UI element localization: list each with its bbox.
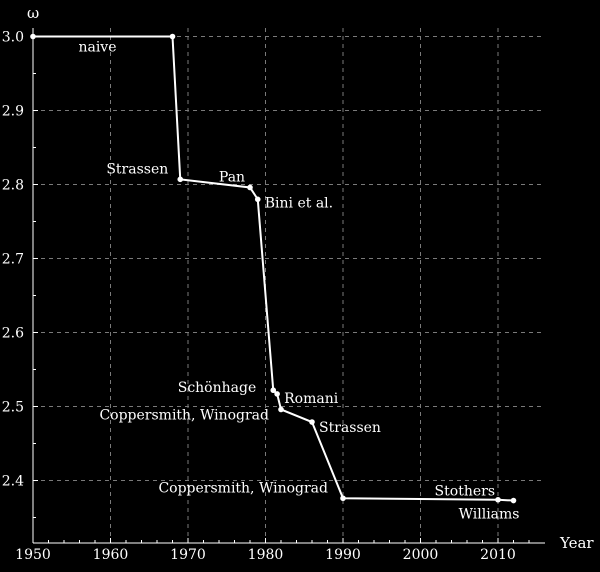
data-point	[278, 406, 284, 413]
data-label: Schönhage	[178, 380, 257, 396]
series-layer	[30, 33, 517, 504]
y-axis-title: ω	[27, 4, 39, 22]
data-point	[274, 391, 280, 397]
data-point	[309, 419, 315, 425]
data-label: Strassen	[319, 420, 381, 436]
data-label: Coppersmith, Winograd	[158, 480, 328, 496]
data-label: Pan	[219, 169, 245, 185]
data-point	[30, 33, 36, 40]
data-point	[169, 33, 176, 40]
data-point	[177, 176, 184, 183]
grid-layer	[33, 28, 545, 543]
data-label: Coppersmith, Winograd	[99, 407, 269, 423]
data-point	[340, 495, 346, 502]
data-label: Romani	[284, 391, 339, 407]
data-point	[254, 196, 261, 203]
x-tick-label: 1990	[325, 547, 361, 563]
label-layer: naive Strassen Pan Bini et al. Schönhage Roma…	[78, 40, 519, 523]
x-tick-label: 1950	[15, 547, 51, 563]
series-line	[33, 35, 514, 502]
data-label: naive	[78, 40, 116, 56]
axis-layer: 1950 1960 1970 1980 1990 2000 2010 2.4 2.5 2.6 2.7…	[2, 28, 545, 563]
x-tick-label: 1970	[170, 547, 206, 563]
y-tick-label: 2.7	[2, 252, 24, 268]
x-tick-label: 2000	[403, 547, 439, 563]
data-label: Strassen	[106, 161, 168, 177]
y-tick-label: 3.0	[2, 30, 24, 46]
y-tick-label: 2.4	[2, 474, 24, 490]
y-tick-label: 2.8	[2, 178, 24, 194]
data-point	[510, 497, 517, 504]
data-point	[495, 496, 501, 503]
data-label: Stothers	[435, 484, 495, 500]
x-tick-label: 2010	[480, 547, 516, 563]
data-label: Bini et al.	[265, 195, 333, 211]
x-tick-label: 1980	[248, 547, 284, 563]
data-point	[247, 184, 253, 191]
x-tick-label: 1960	[93, 547, 129, 563]
y-tick-label: 2.5	[2, 400, 24, 416]
y-tick-label: 2.9	[2, 104, 24, 120]
data-label: Williams	[459, 507, 520, 523]
data-point	[270, 387, 277, 394]
x-axis-title: Year	[559, 534, 594, 552]
y-tick-label: 2.6	[2, 326, 24, 342]
